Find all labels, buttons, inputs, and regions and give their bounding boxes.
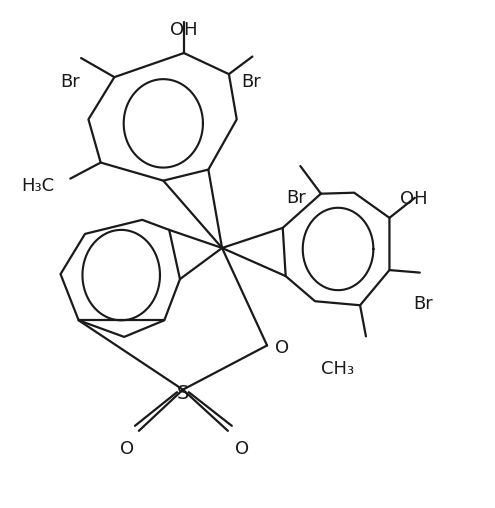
Text: OH: OH [400,189,428,208]
Text: CH₃: CH₃ [321,360,354,377]
Text: H₃C: H₃C [21,177,54,195]
Text: O: O [275,339,289,358]
Text: Br: Br [242,73,261,91]
Text: OH: OH [170,21,198,40]
Text: O: O [235,440,248,458]
Text: S: S [177,384,189,403]
Text: Br: Br [287,189,306,207]
Text: O: O [120,440,134,458]
Text: Br: Br [60,73,80,91]
Text: Br: Br [413,295,433,313]
